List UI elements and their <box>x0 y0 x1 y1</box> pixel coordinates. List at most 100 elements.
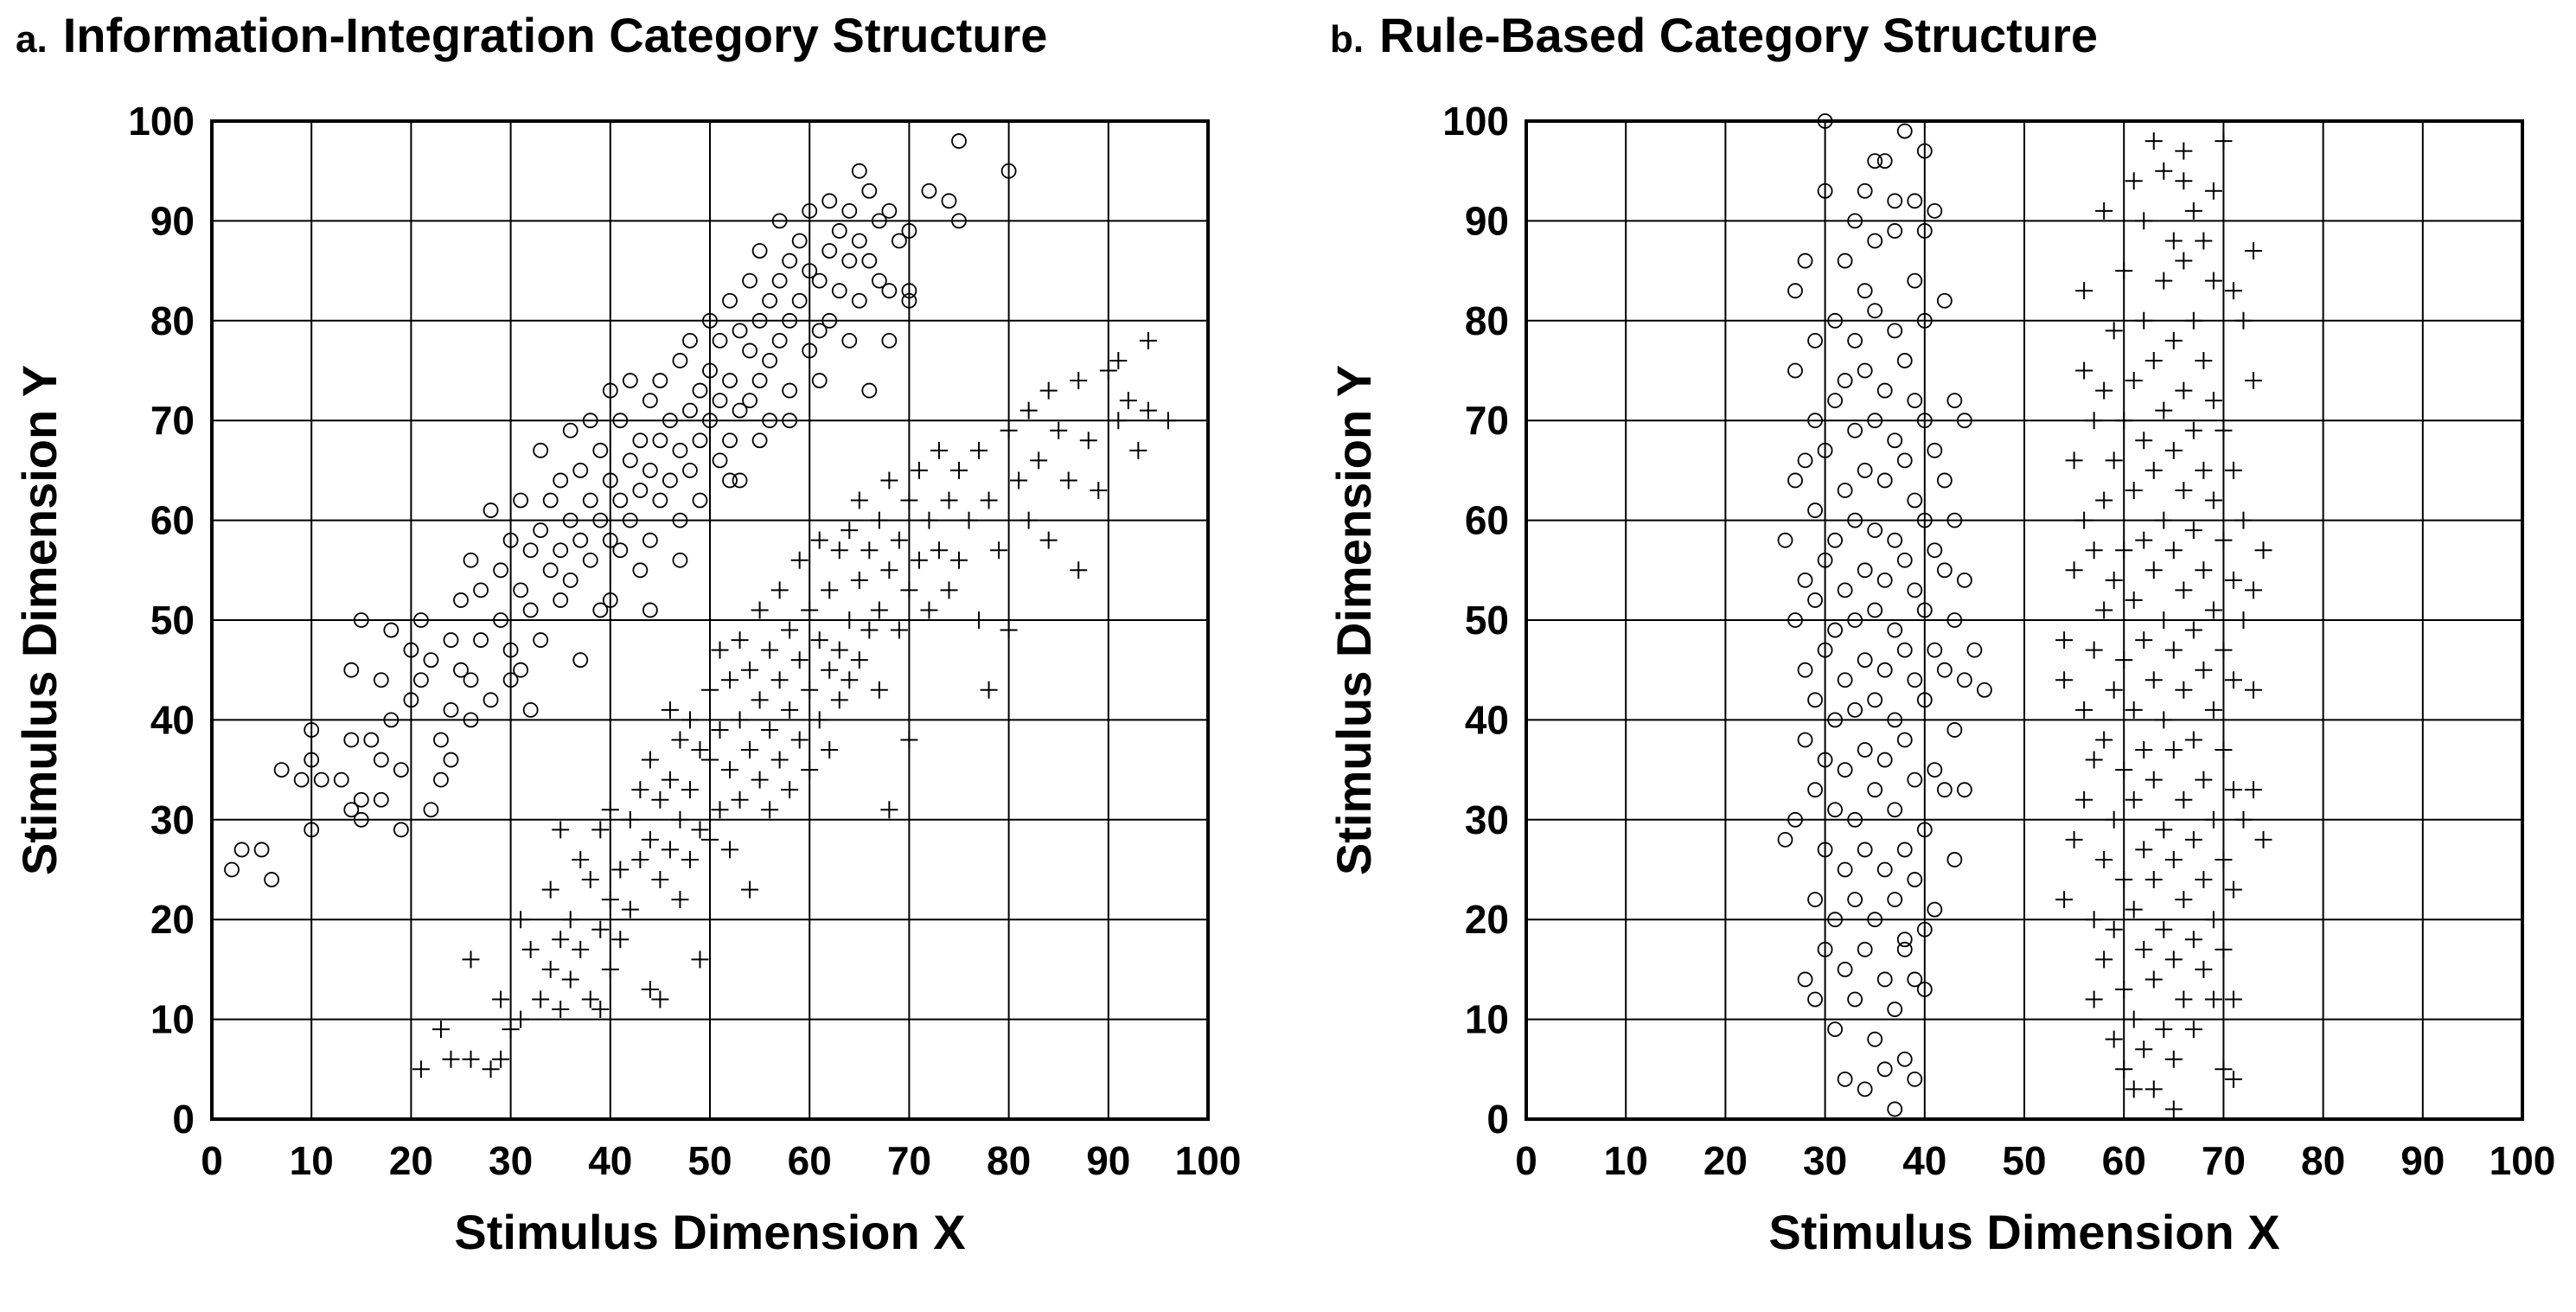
data-point-circle <box>662 472 678 489</box>
data-point-circle <box>951 133 967 149</box>
data-point-circle <box>1887 223 1903 239</box>
data-point-plus <box>2254 830 2272 848</box>
data-point-plus <box>462 1050 480 1068</box>
data-point-plus <box>2105 451 2123 470</box>
data-point-circle <box>821 312 838 329</box>
data-point-plus <box>2155 272 2173 290</box>
data-point-plus <box>990 541 1008 560</box>
data-point-circle <box>702 413 718 429</box>
data-point-plus <box>651 790 669 809</box>
data-point-plus <box>1159 412 1177 430</box>
data-point-plus <box>781 781 799 799</box>
data-point-circle <box>612 492 629 509</box>
data-point-circle <box>313 771 329 788</box>
data-point-circle <box>1896 1051 1913 1067</box>
data-point-plus <box>711 641 729 659</box>
data-point-plus <box>2224 282 2242 300</box>
data-point-circle <box>1857 941 1873 957</box>
data-point-circle <box>742 393 757 409</box>
data-point-circle <box>742 272 757 289</box>
data-point-circle <box>1797 452 1813 469</box>
x-tick-label: 0 <box>1515 1138 1537 1183</box>
data-point-plus <box>2175 142 2193 160</box>
data-point-plus <box>2055 671 2074 689</box>
data-point-circle <box>1837 962 1853 977</box>
data-point-circle <box>443 701 459 718</box>
data-point-circle <box>553 472 569 489</box>
data-point-plus <box>1070 561 1088 579</box>
data-point-plus <box>2204 392 2222 410</box>
data-point-circle <box>1956 572 1972 588</box>
data-point-circle <box>343 732 360 748</box>
data-point-circle <box>304 752 320 768</box>
data-point-plus <box>541 960 559 978</box>
data-point-plus <box>2065 830 2083 848</box>
data-point-plus <box>691 821 709 839</box>
chart-b: 0 10 20 30 40 50 60 70 80 90 100 0 10 20 30 40 50 60 70 80 9… <box>1326 99 2555 1259</box>
data-point-plus <box>2155 401 2173 419</box>
data-point-circle <box>553 542 569 559</box>
data-point-circle <box>383 622 400 638</box>
data-point-plus <box>801 761 819 779</box>
data-point-circle <box>1847 612 1863 628</box>
data-point-circle <box>502 642 519 658</box>
x-tick-label: 30 <box>489 1138 533 1183</box>
chart-title: Information-Integration Category Structu… <box>62 8 1048 62</box>
data-point-plus <box>572 940 590 958</box>
data-point-plus <box>691 950 709 969</box>
data-point-plus <box>681 711 699 729</box>
data-point-plus <box>2085 641 2103 659</box>
data-point-plus <box>2075 790 2093 809</box>
y-tick-label: 90 <box>150 198 195 243</box>
x-tick-label: 70 <box>887 1138 931 1183</box>
data-point-plus <box>850 491 868 509</box>
data-point-plus <box>2175 581 2193 599</box>
data-point-plus <box>2155 162 2173 180</box>
data-point-plus <box>1139 331 1157 349</box>
data-point-plus <box>2175 681 2193 699</box>
data-point-plus <box>641 830 659 848</box>
data-point-circle <box>702 362 718 379</box>
data-point-plus <box>482 1060 500 1078</box>
data-point-circle <box>632 483 649 498</box>
y-tick-label: 0 <box>172 1097 195 1142</box>
data-point-circle <box>1887 892 1903 908</box>
data-point-plus <box>890 531 908 549</box>
data-point-circle <box>1956 782 1972 798</box>
data-point-plus <box>751 771 769 789</box>
data-point-circle <box>632 432 649 449</box>
data-point-circle <box>1916 602 1933 618</box>
panel-title: a. Information-Integration Category Struc… <box>16 7 1047 63</box>
data-point-plus <box>2105 1030 2123 1048</box>
data-point-plus <box>2195 351 2213 369</box>
data-point-circle <box>1887 1101 1903 1117</box>
data-point-circle <box>891 233 907 249</box>
panel-label: a. <box>16 18 48 61</box>
data-point-circle <box>1916 413 1933 429</box>
data-point-plus <box>492 1050 510 1068</box>
data-point-circle <box>1887 532 1903 548</box>
x-tick-label: 10 <box>290 1138 334 1183</box>
data-point-circle <box>1876 861 1893 878</box>
data-point-plus <box>841 671 859 689</box>
data-point-plus <box>970 441 988 459</box>
data-point-circle <box>1817 113 1833 129</box>
data-point-plus <box>2105 810 2123 829</box>
data-point-circle <box>513 662 529 678</box>
data-point-plus <box>810 631 828 650</box>
data-point-plus <box>2224 880 2242 899</box>
data-point-circle <box>861 253 878 269</box>
data-point-plus <box>2135 311 2153 330</box>
data-point-plus <box>2215 741 2233 759</box>
data-point-circle <box>1876 752 1893 768</box>
data-point-plus <box>2164 1050 2183 1068</box>
data-point-plus <box>661 701 679 719</box>
data-point-plus <box>2065 451 2083 470</box>
data-point-circle <box>1896 931 1913 948</box>
data-point-plus <box>2135 841 2153 859</box>
data-point-circle <box>502 672 519 688</box>
data-point-circle <box>1867 912 1883 928</box>
data-point-circle <box>373 672 389 688</box>
y-tick-label: 20 <box>1465 897 1509 942</box>
data-point-circle <box>1817 642 1833 658</box>
